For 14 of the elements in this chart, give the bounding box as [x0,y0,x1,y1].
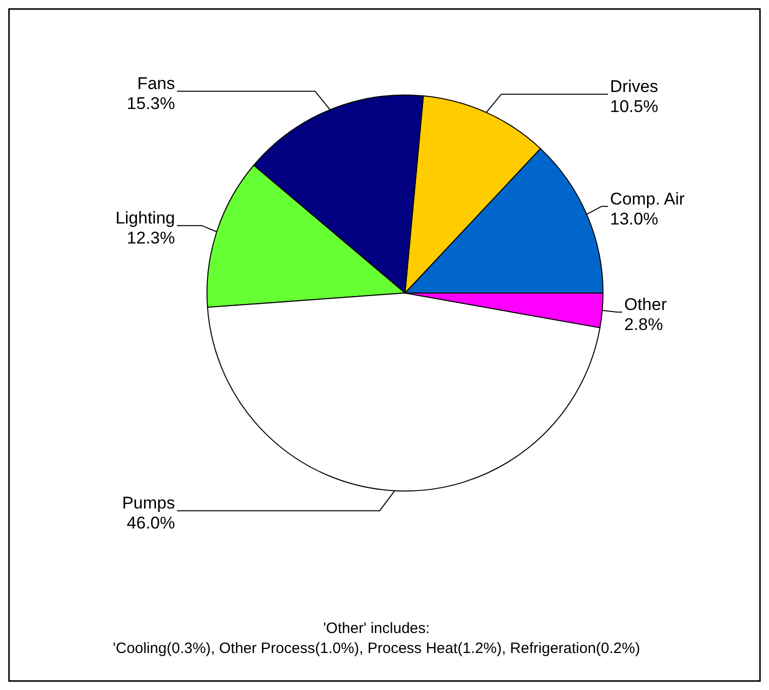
data-label: 12.3% [126,228,175,248]
data-label: 10.5% [610,97,658,116]
data-label: 2.8% [624,315,663,334]
slice-label: Fans [137,74,175,94]
text: 'Other' includes: [323,620,430,637]
slice-label: Other [624,295,668,314]
data-label: 46.0% [126,514,175,533]
data-label: 13.0% [610,209,658,228]
slice-label: Pumps [122,494,175,513]
slice-label: Drives [610,77,658,96]
text: 'Cooling(0.3%), Other Process(1.0%), Process Heat(1.2%), Refrigeration(0.2%) [112,640,640,657]
data-label: 15.3% [126,94,175,114]
slice-label: Lighting [115,208,175,228]
slice-label: Comp. Air [610,189,685,208]
